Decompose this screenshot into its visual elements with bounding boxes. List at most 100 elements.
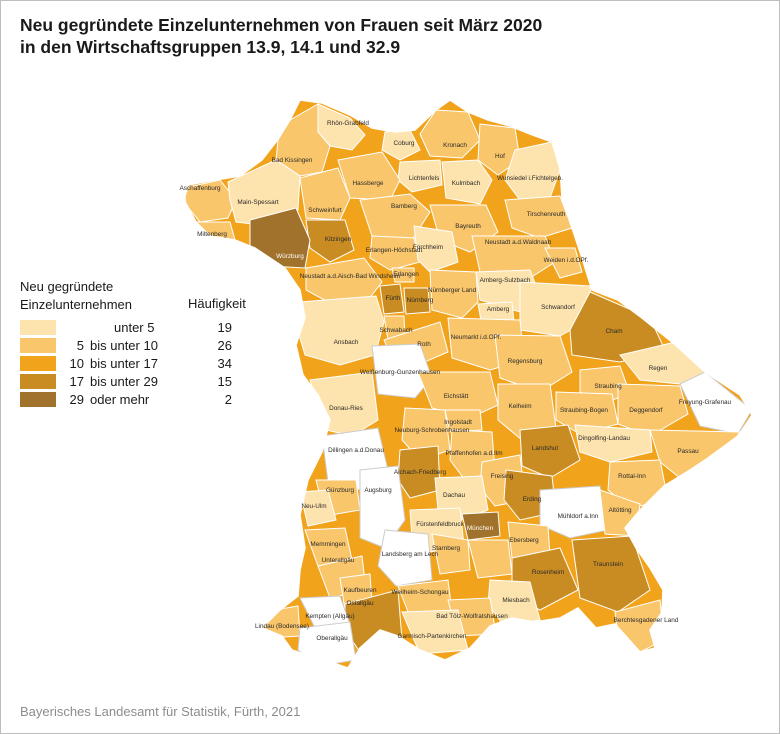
region-label: Kulmbach [452, 180, 481, 187]
region-label: München [467, 525, 494, 532]
region-label: Starnberg [432, 545, 461, 552]
legend-row-class-2: 5 bis unter 10 26 [20, 338, 260, 354]
region-kulmbach[interactable] [441, 159, 493, 205]
region-label: Neustadt a.d.Aisch-Bad Windsheim [300, 273, 401, 280]
region-label: Neuburg-Schrobenhausen [395, 427, 470, 434]
region-schweinfurt[interactable] [299, 167, 351, 221]
legend-class-text: bis unter 29 [90, 374, 158, 389]
region-label: Roth [417, 341, 431, 348]
region-label: Nürnberg [407, 297, 434, 304]
region-donau-ries[interactable] [309, 371, 379, 437]
region-traunstein[interactable] [571, 535, 651, 613]
region-label: Berchtesgadener Land [614, 617, 679, 624]
region-erlangen[interactable] [391, 267, 415, 283]
legend-class-lower: 10 [69, 356, 84, 371]
region-label: Dillingen a.d.Donau [328, 447, 384, 454]
region-label: Schwabach [379, 327, 412, 334]
region-label: Deggendorf [629, 407, 663, 414]
legend-class-text: bis unter 17 [90, 356, 158, 371]
region-label: Kronach [443, 142, 467, 149]
region-label: Coburg [394, 140, 415, 147]
region-nuernberg[interactable] [403, 287, 431, 315]
region-label: Rosenheim [532, 569, 564, 576]
legend-row-class-5: 29 oder mehr 2 [20, 392, 260, 408]
region-label: Augsburg [364, 487, 392, 494]
region-label: Fürstenfeldbruck [416, 521, 464, 528]
region-label: Traunstein [593, 561, 623, 568]
region-eichstaett[interactable] [417, 371, 499, 419]
region-regensburg[interactable] [494, 334, 573, 393]
region-label: Würzburg [276, 253, 304, 260]
region-starnberg[interactable] [431, 533, 471, 575]
region-freyung-grafenau[interactable] [679, 371, 752, 435]
bavaria-outline [183, 99, 753, 669]
legend-swatch [20, 374, 56, 389]
region-neu-ulm[interactable] [299, 489, 337, 527]
region-nuernberger-land[interactable] [429, 269, 479, 319]
region-label: Hassberge [353, 180, 384, 187]
region-label: Schweinfurt [308, 207, 342, 214]
region-muehldorf[interactable] [539, 485, 609, 539]
legend-row-class-1: unter 5 19 [20, 320, 260, 336]
region-erlangen-hoechstadt[interactable] [369, 235, 421, 271]
region-dingolfing[interactable] [574, 424, 653, 463]
region-label: Eichstätt [444, 393, 469, 400]
legend-class-lower: 29 [69, 392, 84, 407]
region-label: Neu-Ulm [301, 503, 326, 510]
region-muenchen-stadt[interactable] [461, 511, 501, 541]
region-ingolstadt[interactable] [444, 409, 483, 433]
region-tirschenreuth[interactable] [504, 195, 573, 239]
region-label: Erlangen-Höchstadt [366, 247, 423, 254]
region-label: Fürth [386, 295, 401, 302]
region-labels: Rhön-Grabfeld Bad Kissingen Coburg Kronach H… [179, 120, 731, 642]
region-deggendorf[interactable] [617, 383, 689, 437]
legend-class-text: bis unter 10 [90, 338, 158, 353]
region-label: Bamberg [391, 203, 417, 210]
legend-class-lower: 5 [76, 338, 84, 353]
legend-frequency: 15 [217, 374, 232, 389]
map-title: Neu gegründete Einzelunternehmen von Fra… [20, 14, 542, 58]
region-landsberg[interactable] [377, 529, 433, 587]
region-weissenburg[interactable] [371, 343, 433, 399]
region-label: Neumarkt i.d.OPf. [451, 334, 502, 341]
region-label: Bad Tölz-Wolfratshausen [436, 613, 508, 620]
region-label: Ingolstadt [444, 419, 472, 426]
region-label: Kitzingen [325, 236, 352, 243]
region-label: Hof [495, 153, 505, 160]
legend-swatch [20, 392, 56, 407]
region-label: Aichach-Friedberg [394, 469, 447, 476]
region-label: Ansbach [334, 339, 359, 346]
region-label: Freyung-Grafenau [679, 399, 732, 406]
legend-class-text: unter 5 [114, 320, 155, 335]
region-label: Schwandorf [541, 304, 575, 311]
region-weiden[interactable] [544, 247, 583, 279]
region-label: Neustadt a.d.Waldnaab [485, 239, 552, 246]
region-fuerth[interactable] [379, 283, 405, 315]
region-label: Bayreuth [455, 223, 481, 230]
region-label: Erding [523, 496, 542, 503]
region-label: Altötting [608, 507, 632, 514]
region-label: Main-Spessart [237, 199, 278, 206]
region-label: Oberallgäu [316, 635, 348, 642]
region-oberallgaeu[interactable] [297, 621, 357, 667]
legend-class-text: oder mehr [90, 392, 150, 407]
region-bamberg[interactable] [359, 193, 431, 241]
legend-frequency: 19 [217, 320, 232, 335]
region-label: Kempten (Allgäu) [305, 613, 354, 620]
region-label: Mühldorf a.Inn [558, 513, 599, 520]
region-label: Unterallgäu [322, 557, 355, 564]
region-label: Nürnberger Land [428, 287, 477, 294]
region-ansbach[interactable] [295, 295, 385, 366]
region-label: Tirschenreuth [527, 211, 566, 218]
region-label: Dachau [443, 492, 465, 499]
region-label: Bad Kissingen [272, 157, 313, 164]
region-neustadt-waldnaab[interactable] [471, 235, 556, 279]
region-label: Aschaffenburg [179, 185, 221, 192]
region-label: Rottal-Inn [618, 473, 646, 480]
region-landshut[interactable] [519, 424, 581, 479]
region-forchheim[interactable] [413, 225, 459, 273]
region-label: Amberg-Sulzbach [480, 277, 531, 284]
title-line-1: Neu gegründete Einzelunternehmen von Fra… [20, 15, 543, 35]
region-label: Donau-Ries [329, 405, 363, 412]
